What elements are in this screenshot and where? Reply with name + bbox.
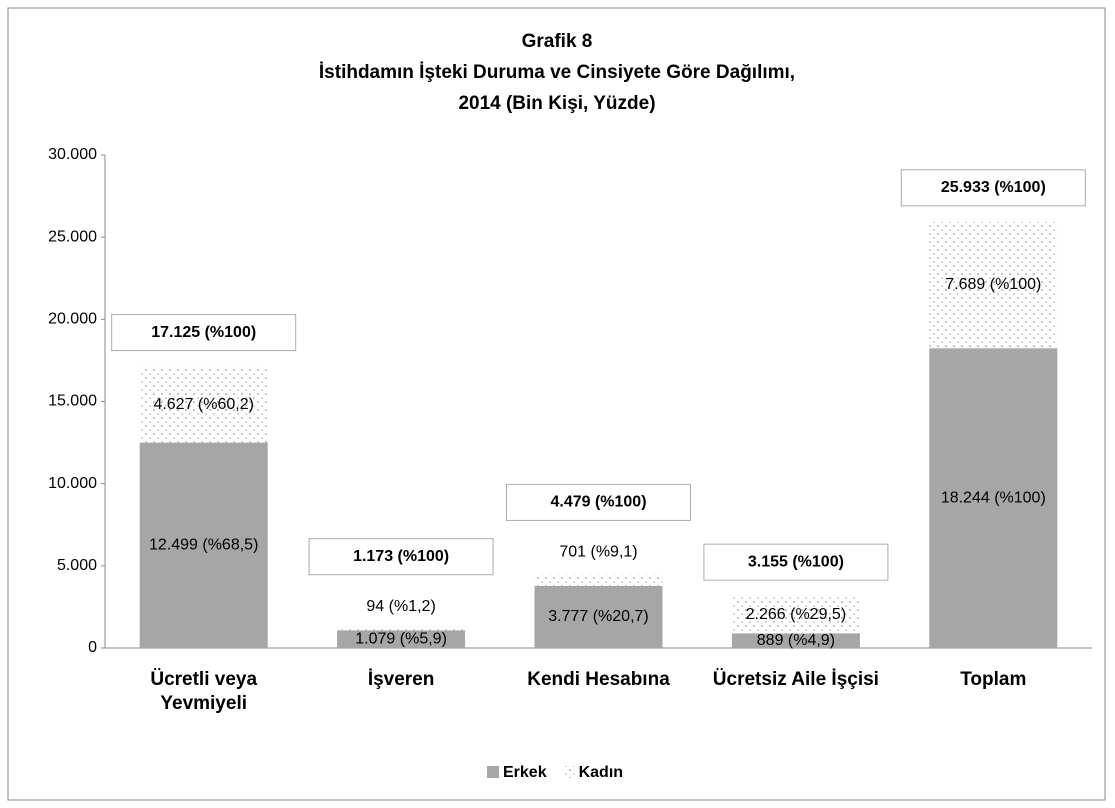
- value-label: 2.266 (%29,5): [746, 606, 847, 623]
- bar-segment: [534, 585, 663, 648]
- total-box: [308, 538, 494, 576]
- bar-segment: [929, 221, 1058, 349]
- bar-segment: [929, 348, 1058, 648]
- y-tick-label: 30.000: [48, 146, 97, 163]
- total-label: 1.173 (%100): [353, 548, 449, 565]
- y-tick-label: 20.000: [48, 311, 97, 328]
- legend-label: Erkek: [503, 764, 547, 781]
- bar-segment: [139, 366, 268, 443]
- value-label: 12.499 (%68,5): [149, 537, 258, 554]
- total-box: [506, 483, 691, 521]
- total-label: 17.125 (%100): [151, 324, 256, 341]
- value-label: 4.627 (%60,2): [153, 396, 254, 413]
- bar-segment: [139, 442, 268, 648]
- chart-title: Grafik 8: [522, 31, 593, 52]
- total-label: 4.479 (%100): [550, 494, 646, 511]
- x-tick-label: İşveren: [367, 669, 435, 690]
- x-tick-label: Ücretli veya Yevmiyeli: [150, 669, 258, 714]
- value-label: 18.244 (%100): [941, 489, 1046, 506]
- bar-segment: [337, 630, 466, 648]
- y-tick-label: 5.000: [57, 557, 97, 574]
- y-tick-label: 15.000: [48, 393, 97, 410]
- x-tick-label: Toplam: [960, 669, 1027, 690]
- chart-subtitle: İstihdamın İşteki Duruma ve Cinsiyete Gö…: [319, 62, 795, 83]
- total-box: [111, 314, 297, 352]
- value-label: 889 (%4,9): [757, 632, 835, 649]
- value-label: 701 (%9,1): [559, 544, 637, 561]
- legend-swatch: [562, 766, 575, 778]
- x-tick-label: Ücretsiz Aile İşçisi: [712, 669, 879, 690]
- y-tick-label: 0: [88, 639, 97, 656]
- bar-segment: [337, 628, 466, 631]
- total-label: 3.155 (%100): [748, 553, 844, 570]
- value-label: 7.689 (%100): [945, 276, 1041, 293]
- total-box: [900, 169, 1086, 207]
- legend-label: Kadın: [579, 764, 623, 781]
- legend-swatch: [487, 766, 499, 778]
- y-tick-label: 10.000: [48, 475, 97, 492]
- total-box: [703, 543, 889, 581]
- bar-segment: [534, 574, 663, 586]
- bar-segment: [731, 596, 860, 634]
- chart-subtitle: 2014 (Bin Kişi, Yüzde): [458, 93, 655, 114]
- total-label: 25.933 (%100): [941, 179, 1046, 196]
- value-label: 3.777 (%20,7): [548, 608, 649, 625]
- y-tick-label: 25.000: [48, 228, 97, 245]
- value-label: 94 (%1,2): [366, 598, 435, 615]
- value-label: 1.079 (%5,9): [355, 630, 447, 647]
- x-tick-label: Kendi Hesabına: [527, 669, 670, 690]
- bar-segment: [731, 633, 860, 648]
